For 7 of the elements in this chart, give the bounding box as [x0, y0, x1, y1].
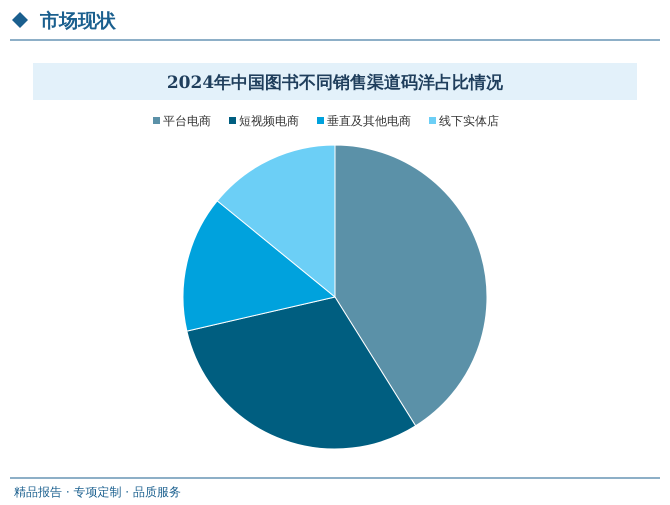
text: 市场现状: [39, 10, 117, 32]
legend-label: 短视频电商: [239, 114, 299, 128]
legend-label: 平台电商: [163, 114, 211, 128]
legend-label: 线下实体店: [439, 114, 499, 128]
legend-label: 垂直及其他电商: [327, 114, 411, 128]
chart-title: 2024年中国图书不同销售渠道码洋占比情况: [166, 73, 504, 93]
text: 精品报告 · 专项定制 · 品质服务: [14, 485, 181, 499]
